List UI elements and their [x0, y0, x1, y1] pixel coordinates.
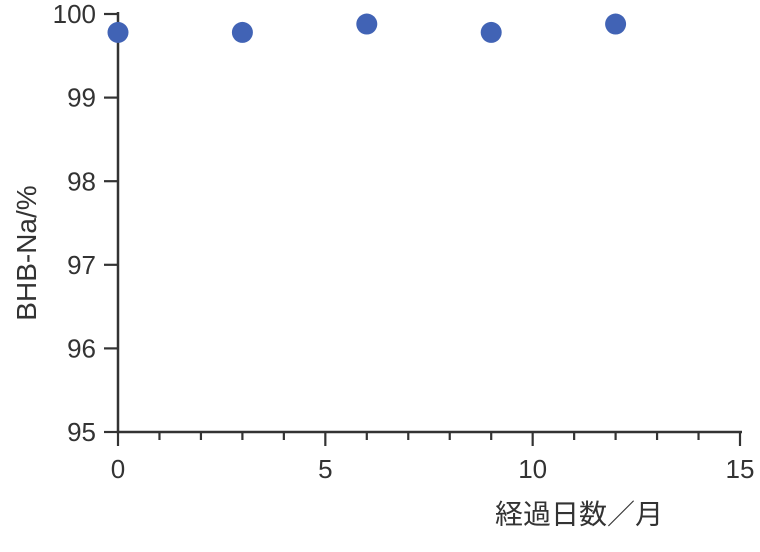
- x-axis-title: 経過日数／月: [495, 499, 663, 530]
- y-tick-label: 96: [67, 334, 96, 364]
- data-point: [232, 22, 253, 43]
- scatter-chart: 0 5 10 15 95 96 97 98 99 100 BHB-Na/% 経過日数／月: [0, 0, 760, 552]
- data-point: [356, 14, 377, 35]
- y-tick-label: 100: [53, 0, 96, 29]
- y-tick-label: 97: [67, 250, 96, 280]
- x-tick-label: 0: [111, 454, 125, 484]
- y-axis-title: BHB-Na/%: [11, 185, 42, 320]
- y-tick-label: 99: [67, 83, 96, 113]
- data-point: [108, 22, 129, 43]
- x-tick-label: 10: [518, 454, 547, 484]
- chart-svg: 0 5 10 15 95 96 97 98 99 100 BHB-Na/% 経過日数／月: [0, 0, 760, 552]
- x-tick-label: 5: [318, 454, 332, 484]
- x-tick-label: 15: [726, 454, 755, 484]
- y-tick-label: 95: [67, 417, 96, 447]
- y-tick-label: 98: [67, 166, 96, 196]
- data-point: [481, 22, 502, 43]
- data-point: [605, 14, 626, 35]
